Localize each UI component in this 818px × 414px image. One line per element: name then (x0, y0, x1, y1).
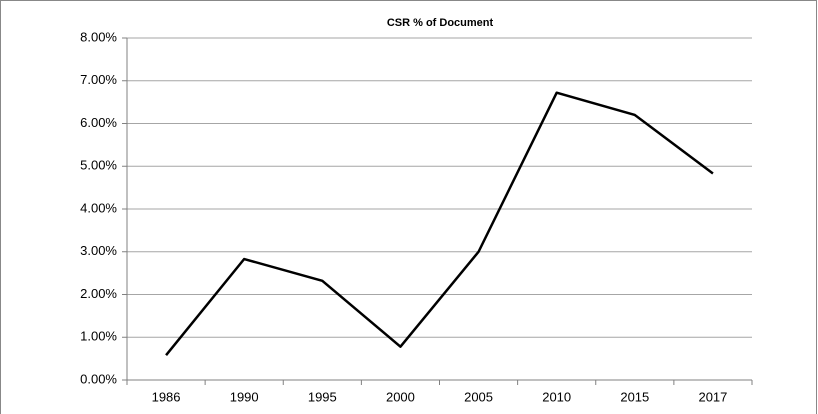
x-tick-label: 2015 (620, 389, 649, 404)
y-tick-label: 7.00% (80, 72, 117, 87)
x-tick-label: 2000 (386, 389, 415, 404)
y-tick-label: 0.00% (80, 371, 117, 386)
y-tick-label: 1.00% (80, 329, 117, 344)
x-tick-label: 2005 (464, 389, 493, 404)
y-tick-label: 4.00% (80, 200, 117, 215)
x-tick-label: 1990 (230, 389, 259, 404)
chart-title: CSR % of Document (387, 17, 494, 29)
y-tick-label: 2.00% (80, 286, 117, 301)
y-tick-label: 6.00% (80, 115, 117, 130)
x-tick-label: 2010 (542, 389, 571, 404)
x-tick-label: 2017 (698, 389, 727, 404)
x-tick-label: 1986 (152, 389, 181, 404)
x-tick-label: 1995 (308, 389, 337, 404)
y-tick-label: 8.00% (80, 29, 117, 44)
y-tick-label: 3.00% (80, 243, 117, 258)
data-line (165, 91, 714, 356)
y-tick-label: 5.00% (80, 158, 117, 173)
